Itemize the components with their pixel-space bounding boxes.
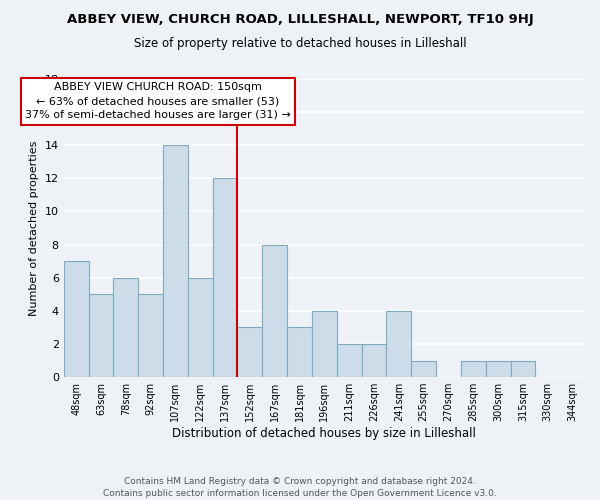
Text: Contains HM Land Registry data © Crown copyright and database right 2024.
Contai: Contains HM Land Registry data © Crown c… [103,476,497,498]
Bar [461,360,486,377]
Bar [337,344,362,377]
Bar [362,344,386,377]
Bar [287,328,312,377]
Bar [163,145,188,377]
Y-axis label: Number of detached properties: Number of detached properties [29,140,39,316]
Bar [411,360,436,377]
Bar [511,360,535,377]
Bar [138,294,163,377]
Bar [238,328,262,377]
Text: ABBEY VIEW CHURCH ROAD: 150sqm
← 63% of detached houses are smaller (53)
37% of : ABBEY VIEW CHURCH ROAD: 150sqm ← 63% of … [25,82,291,120]
Bar [212,178,238,377]
Text: ABBEY VIEW, CHURCH ROAD, LILLESHALL, NEWPORT, TF10 9HJ: ABBEY VIEW, CHURCH ROAD, LILLESHALL, NEW… [67,12,533,26]
X-axis label: Distribution of detached houses by size in Lilleshall: Distribution of detached houses by size … [172,427,476,440]
Bar [113,278,138,377]
Bar [386,311,411,377]
Bar [262,244,287,377]
Bar [486,360,511,377]
Text: Size of property relative to detached houses in Lilleshall: Size of property relative to detached ho… [134,38,466,51]
Bar [89,294,113,377]
Bar [188,278,212,377]
Bar [64,261,89,377]
Bar [312,311,337,377]
